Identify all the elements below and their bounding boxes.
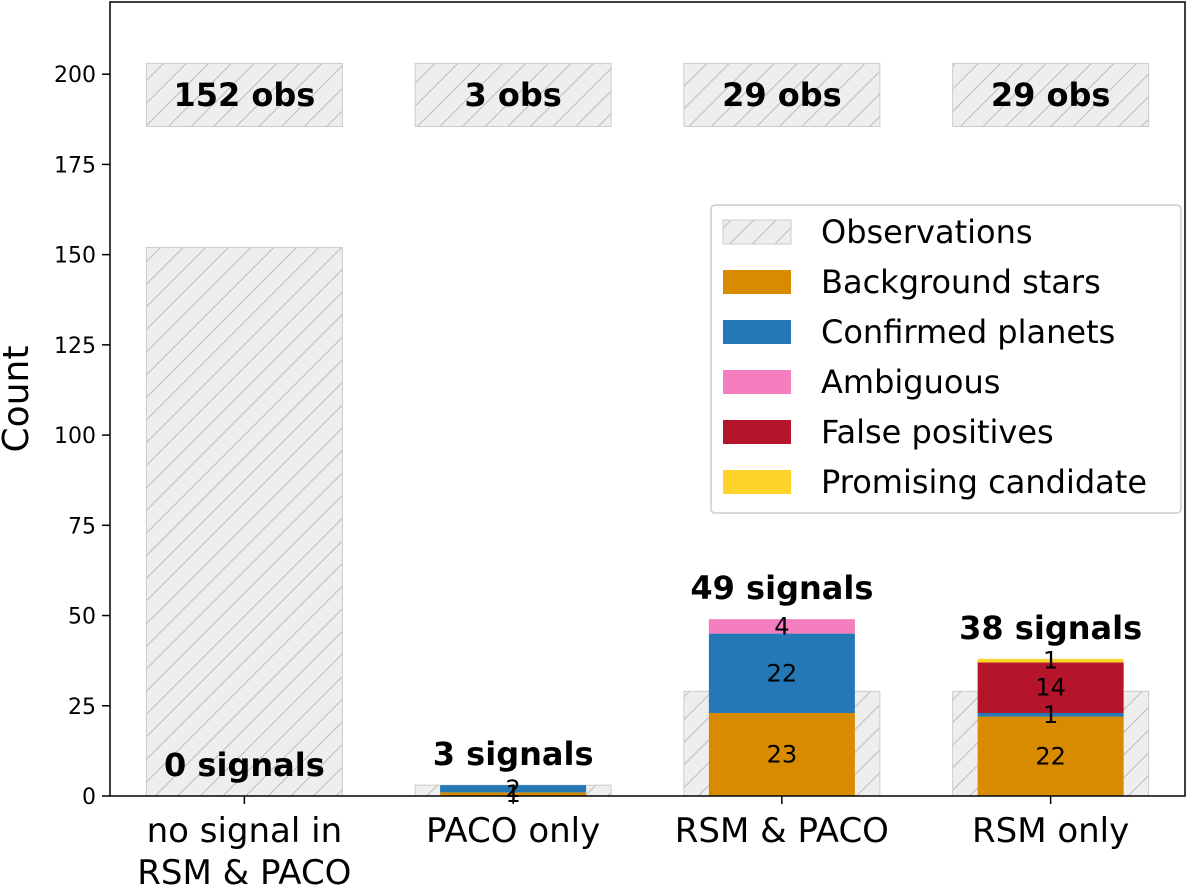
- signal-bar-segment: [708, 633, 855, 713]
- obs-count-label: 29 obs: [991, 76, 1111, 114]
- y-tick-label: 175: [54, 153, 96, 178]
- segment-value-label: 1: [1043, 701, 1058, 729]
- legend-swatch: [723, 320, 791, 344]
- segment-value-label: 23: [767, 740, 798, 768]
- y-tick-label: 0: [82, 785, 96, 810]
- signal-count-label: 38 signals: [959, 609, 1142, 647]
- signal-bar-segment: [440, 785, 587, 793]
- legend-entry-label: Observations: [821, 213, 1033, 251]
- obs-count-label: 152 obs: [173, 76, 315, 114]
- segment-value-label: 22: [1035, 742, 1066, 770]
- signal-bar-segment: [708, 712, 855, 796]
- observations-bar: [145, 246, 343, 797]
- x-category-label: RSM & PACO: [675, 811, 889, 851]
- y-tick-label: 150: [54, 244, 96, 269]
- y-tick-label: 75: [68, 514, 96, 539]
- segment-value-label: 1: [1043, 647, 1058, 675]
- signal-bar-segment: [977, 662, 1124, 713]
- obs-count-box: [683, 62, 881, 128]
- legend-entry-label: Background stars: [821, 263, 1101, 301]
- y-tick-label: 25: [68, 695, 96, 720]
- legend-entry-label: Confirmed planets: [821, 313, 1115, 351]
- segment-value-label: 14: [1035, 674, 1066, 702]
- legend-swatch: [723, 370, 791, 394]
- signal-count-label: 49 signals: [690, 569, 873, 607]
- signal-bar-segment: [708, 619, 855, 634]
- x-category-label: RSM only: [972, 811, 1129, 851]
- obs-count-box: [952, 62, 1150, 128]
- y-tick-label: 50: [68, 605, 96, 630]
- signal-bar-segment: [977, 712, 1124, 717]
- legend-swatch: [723, 420, 791, 444]
- segment-value-label: 4: [774, 612, 789, 640]
- segment-value-label: 1: [505, 780, 520, 808]
- legend-swatch: [723, 270, 791, 294]
- segment-value-label: 22: [767, 659, 798, 687]
- y-tick-label: 100: [54, 424, 96, 449]
- signal-count-label: 0 signals: [164, 746, 325, 784]
- legend-swatch: [723, 470, 791, 494]
- signal-count-label: 3 signals: [433, 735, 594, 773]
- legend-box: [710, 204, 1182, 514]
- legend-entry-label: False positives: [821, 413, 1054, 451]
- y-tick-label: 125: [54, 334, 96, 359]
- obs-count-label: 3 obs: [464, 76, 561, 114]
- legend-swatch: [722, 219, 792, 245]
- signal-bar-segment: [977, 716, 1124, 796]
- legend-entry-label: Promising candidate: [821, 463, 1147, 501]
- x-category-label: no signal in RSM & PACO: [137, 811, 351, 888]
- signal-bar-segment: [440, 792, 587, 796]
- x-category-label: PACO only: [426, 811, 600, 851]
- obs-count-label: 29 obs: [722, 76, 842, 114]
- plot-frame: [109, 1, 1186, 797]
- legend-entry-label: Ambiguous: [821, 363, 1000, 401]
- obs-count-box: [414, 62, 612, 128]
- signal-bar-segment: [977, 658, 1124, 663]
- y-axis-label: Count: [0, 346, 37, 453]
- obs-count-box: [145, 62, 343, 128]
- y-tick-label: 200: [54, 63, 96, 88]
